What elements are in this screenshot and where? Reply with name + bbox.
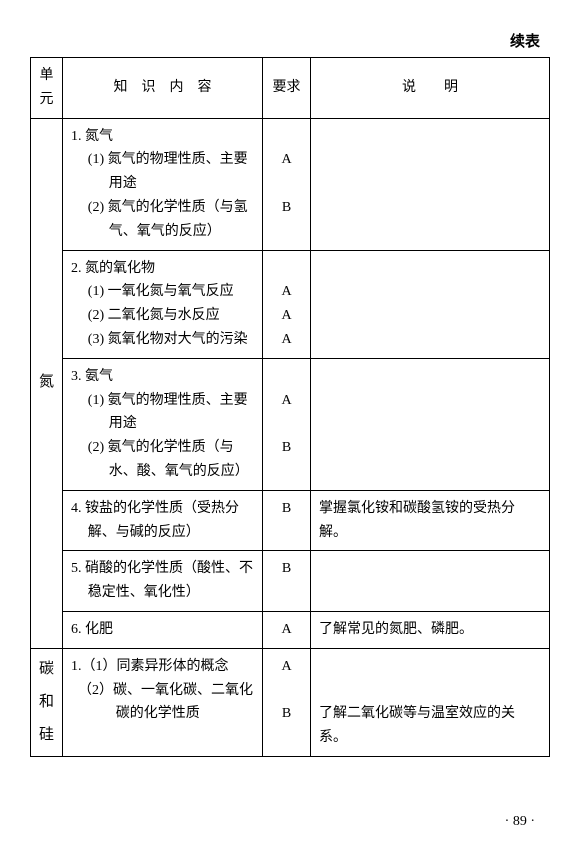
sub-item: （2）碳、一氧化碳、二氧化碳的化学性质	[71, 679, 256, 727]
note-cell: 了解常见的氮肥、磷肥。	[311, 611, 550, 648]
req-value: A	[265, 304, 308, 328]
sub-item: (1) 一氧化氮与氧气反应	[88, 280, 256, 304]
req-value: B	[265, 436, 308, 460]
sub-item: (1) 氮气的物理性质、主要用途	[88, 148, 256, 196]
sub-item: (2) 氨气的化学性质（与水、酸、氧气的反应）	[88, 436, 256, 484]
content-cell: 5. 硝酸的化学性质（酸性、不稳定性、氧化性）	[63, 551, 263, 612]
req-value: B	[265, 557, 308, 581]
requirement-cell: A	[263, 611, 311, 648]
content-cell: 2. 氮的氧化物 (1) 一氧化氮与氧气反应 (2) 二氧化氮与水反应 (3) …	[63, 250, 263, 358]
table-row: 碳 和 硅 1.（1）同素异形体的概念 （2）碳、一氧化碳、二氧化碳的化学性质 …	[31, 648, 550, 756]
requirement-cell: A B	[263, 648, 311, 756]
content-cell: 1.（1）同素异形体的概念 （2）碳、一氧化碳、二氧化碳的化学性质	[63, 648, 263, 756]
sub-item: (2) 二氧化氮与水反应	[88, 304, 256, 328]
note-cell: 了解二氧化碳等与温室效应的关系。	[311, 648, 550, 756]
req-value: A	[265, 618, 308, 642]
unit-nitrogen: 氮	[31, 118, 63, 648]
requirement-cell: A B	[263, 358, 311, 490]
req-value: A	[265, 280, 308, 304]
item-title: 1. 氮气	[71, 125, 256, 149]
note-cell	[311, 118, 550, 250]
table-row: 5. 硝酸的化学性质（酸性、不稳定性、氧化性） B	[31, 551, 550, 612]
item-title: 5. 硝酸的化学性质（酸性、不稳定性、氧化性）	[71, 557, 256, 605]
requirement-cell: A B	[263, 118, 311, 250]
note-text: 了解二氧化碳等与温室效应的关系。	[319, 702, 541, 750]
header-unit: 单元	[31, 58, 63, 119]
requirement-cell: B	[263, 490, 311, 551]
sub-item: (2) 氮气的化学性质（与氢气、氧气的反应）	[88, 196, 256, 244]
page-number: · 89 ·	[505, 814, 535, 830]
content-cell: 4. 铵盐的化学性质（受热分解、与碱的反应）	[63, 490, 263, 551]
note-cell	[311, 250, 550, 358]
req-value: A	[265, 655, 308, 679]
unit-char: 和	[32, 686, 61, 719]
table-row: 6. 化肥 A 了解常见的氮肥、磷肥。	[31, 611, 550, 648]
header-requirement: 要求	[263, 58, 311, 119]
item-title: 4. 铵盐的化学性质（受热分解、与碱的反应）	[71, 497, 256, 545]
item-title: 6. 化肥	[71, 618, 256, 642]
req-value: B	[265, 497, 308, 521]
req-value: B	[265, 196, 308, 220]
table-header-row: 单元 知 识 内 容 要求 说 明	[31, 58, 550, 119]
sub-item: (3) 氮氧化物对大气的污染	[88, 328, 256, 352]
content-cell: 6. 化肥	[63, 611, 263, 648]
unit-carbon-silicon: 碳 和 硅	[31, 648, 63, 756]
header-note: 说 明	[311, 58, 550, 119]
sub-item: 1.（1）同素异形体的概念	[71, 655, 256, 679]
table-row: 2. 氮的氧化物 (1) 一氧化氮与氧气反应 (2) 二氧化氮与水反应 (3) …	[31, 250, 550, 358]
requirement-cell: A A A	[263, 250, 311, 358]
item-title: 2. 氮的氧化物	[71, 257, 256, 281]
req-value: A	[265, 328, 308, 352]
sub-item: (1) 氨气的物理性质、主要用途	[88, 389, 256, 437]
note-cell	[311, 358, 550, 490]
req-value: B	[265, 702, 308, 726]
content-cell: 1. 氮气 (1) 氮气的物理性质、主要用途 (2) 氮气的化学性质（与氢气、氧…	[63, 118, 263, 250]
table-row: 4. 铵盐的化学性质（受热分解、与碱的反应） B 掌握氯化铵和碳酸氢铵的受热分解…	[31, 490, 550, 551]
req-value: A	[265, 148, 308, 172]
unit-char: 硅	[32, 719, 61, 752]
note-cell: 掌握氯化铵和碳酸氢铵的受热分解。	[311, 490, 550, 551]
table-row: 3. 氨气 (1) 氨气的物理性质、主要用途 (2) 氨气的化学性质（与水、酸、…	[31, 358, 550, 490]
continued-label: 续表	[30, 30, 550, 51]
syllabus-table: 单元 知 识 内 容 要求 说 明 氮 1. 氮气 (1) 氮气的物理性质、主要…	[30, 57, 550, 757]
content-cell: 3. 氨气 (1) 氨气的物理性质、主要用途 (2) 氨气的化学性质（与水、酸、…	[63, 358, 263, 490]
header-content: 知 识 内 容	[63, 58, 263, 119]
req-value: A	[265, 389, 308, 413]
table-row: 氮 1. 氮气 (1) 氮气的物理性质、主要用途 (2) 氮气的化学性质（与氢气…	[31, 118, 550, 250]
item-title: 3. 氨气	[71, 365, 256, 389]
unit-char: 碳	[32, 653, 61, 686]
note-cell	[311, 551, 550, 612]
requirement-cell: B	[263, 551, 311, 612]
